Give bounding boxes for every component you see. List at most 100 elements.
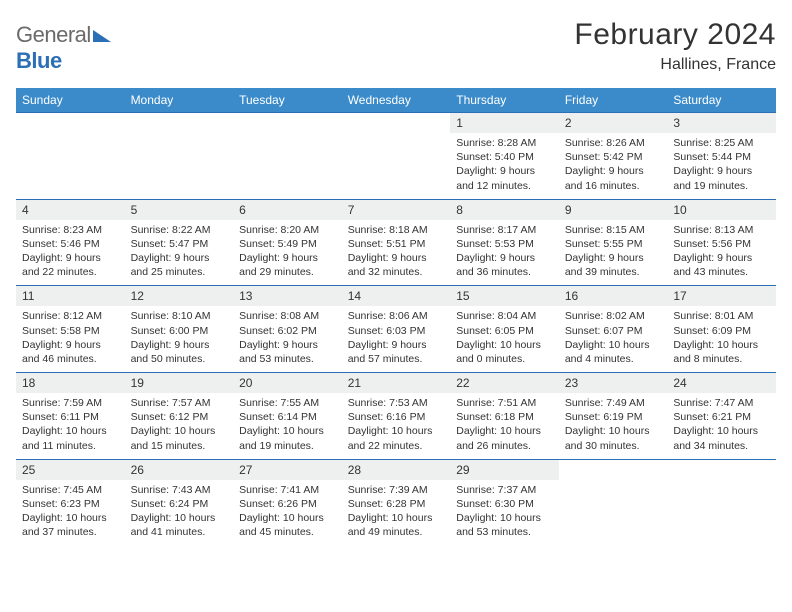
calendar-body: 123Sunrise: 8:28 AMSunset: 5:40 PMDaylig… — [16, 113, 776, 546]
sunrise-line: Sunrise: 7:57 AM — [131, 396, 228, 410]
day-number-cell: 22 — [450, 373, 559, 394]
brand-mark-icon — [93, 30, 111, 42]
day-number-row: 123 — [16, 113, 776, 134]
day-number-cell: 11 — [16, 286, 125, 307]
day-detail-cell: Sunrise: 8:13 AMSunset: 5:56 PMDaylight:… — [667, 220, 776, 286]
sunrise-line: Sunrise: 8:12 AM — [22, 309, 119, 323]
day-detail-row: Sunrise: 7:59 AMSunset: 6:11 PMDaylight:… — [16, 393, 776, 459]
day-number-cell: 1 — [450, 113, 559, 134]
day-detail-row: Sunrise: 8:12 AMSunset: 5:58 PMDaylight:… — [16, 306, 776, 372]
daylight-line: Daylight: 10 hours and 30 minutes. — [565, 424, 662, 452]
daylight-line: Daylight: 9 hours and 19 minutes. — [673, 164, 770, 192]
sunrise-line: Sunrise: 7:51 AM — [456, 396, 553, 410]
day-detail-cell: Sunrise: 7:55 AMSunset: 6:14 PMDaylight:… — [233, 393, 342, 459]
sunrise-line: Sunrise: 8:22 AM — [131, 223, 228, 237]
sunset-line: Sunset: 6:23 PM — [22, 497, 119, 511]
day-detail-cell: Sunrise: 8:10 AMSunset: 6:00 PMDaylight:… — [125, 306, 234, 372]
brand-name-b: Blue — [16, 48, 62, 73]
day-detail-cell — [16, 133, 125, 199]
day-number-cell: 15 — [450, 286, 559, 307]
day-of-week-header: Wednesday — [342, 88, 451, 113]
daylight-line: Daylight: 10 hours and 49 minutes. — [348, 511, 445, 539]
brand-name-a: General — [16, 22, 91, 47]
day-number-cell: 26 — [125, 459, 234, 480]
sunrise-line: Sunrise: 8:17 AM — [456, 223, 553, 237]
daylight-line: Daylight: 10 hours and 45 minutes. — [239, 511, 336, 539]
sunrise-line: Sunrise: 8:28 AM — [456, 136, 553, 150]
sunrise-line: Sunrise: 7:39 AM — [348, 483, 445, 497]
day-detail-cell: Sunrise: 8:06 AMSunset: 6:03 PMDaylight:… — [342, 306, 451, 372]
day-number-cell — [125, 113, 234, 134]
day-number-cell — [233, 113, 342, 134]
sunrise-line: Sunrise: 8:25 AM — [673, 136, 770, 150]
daylight-line: Daylight: 9 hours and 36 minutes. — [456, 251, 553, 279]
title-block: February 2024 Hallines, France — [574, 18, 776, 74]
sunset-line: Sunset: 6:03 PM — [348, 324, 445, 338]
daylight-line: Daylight: 9 hours and 25 minutes. — [131, 251, 228, 279]
daylight-line: Daylight: 10 hours and 15 minutes. — [131, 424, 228, 452]
sunset-line: Sunset: 5:47 PM — [131, 237, 228, 251]
daylight-line: Daylight: 9 hours and 29 minutes. — [239, 251, 336, 279]
sunrise-line: Sunrise: 7:55 AM — [239, 396, 336, 410]
day-detail-cell — [125, 133, 234, 199]
day-of-week-header: Friday — [559, 88, 668, 113]
day-of-week-header: Tuesday — [233, 88, 342, 113]
day-detail-cell: Sunrise: 7:41 AMSunset: 6:26 PMDaylight:… — [233, 480, 342, 546]
sunrise-line: Sunrise: 8:04 AM — [456, 309, 553, 323]
sunrise-line: Sunrise: 8:23 AM — [22, 223, 119, 237]
daylight-line: Daylight: 9 hours and 57 minutes. — [348, 338, 445, 366]
day-detail-cell — [559, 480, 668, 546]
calendar-head: SundayMondayTuesdayWednesdayThursdayFrid… — [16, 88, 776, 113]
day-detail-cell: Sunrise: 7:37 AMSunset: 6:30 PMDaylight:… — [450, 480, 559, 546]
day-detail-cell: Sunrise: 8:08 AMSunset: 6:02 PMDaylight:… — [233, 306, 342, 372]
day-number-cell: 16 — [559, 286, 668, 307]
day-number-cell: 6 — [233, 199, 342, 220]
daylight-line: Daylight: 9 hours and 46 minutes. — [22, 338, 119, 366]
header: General Blue February 2024 Hallines, Fra… — [16, 18, 776, 74]
daylight-line: Daylight: 9 hours and 50 minutes. — [131, 338, 228, 366]
daylight-line: Daylight: 9 hours and 43 minutes. — [673, 251, 770, 279]
sunrise-line: Sunrise: 8:01 AM — [673, 309, 770, 323]
sunset-line: Sunset: 6:05 PM — [456, 324, 553, 338]
day-number-cell: 17 — [667, 286, 776, 307]
day-number-cell — [342, 113, 451, 134]
daylight-line: Daylight: 10 hours and 19 minutes. — [239, 424, 336, 452]
day-detail-cell: Sunrise: 7:51 AMSunset: 6:18 PMDaylight:… — [450, 393, 559, 459]
day-detail-cell: Sunrise: 8:15 AMSunset: 5:55 PMDaylight:… — [559, 220, 668, 286]
daylight-line: Daylight: 9 hours and 39 minutes. — [565, 251, 662, 279]
sunset-line: Sunset: 5:44 PM — [673, 150, 770, 164]
day-detail-cell — [233, 133, 342, 199]
sunset-line: Sunset: 6:30 PM — [456, 497, 553, 511]
sunrise-line: Sunrise: 8:20 AM — [239, 223, 336, 237]
day-detail-cell: Sunrise: 8:20 AMSunset: 5:49 PMDaylight:… — [233, 220, 342, 286]
day-number-cell: 23 — [559, 373, 668, 394]
sunset-line: Sunset: 6:26 PM — [239, 497, 336, 511]
sunset-line: Sunset: 5:53 PM — [456, 237, 553, 251]
day-detail-cell: Sunrise: 8:17 AMSunset: 5:53 PMDaylight:… — [450, 220, 559, 286]
day-number-row: 11121314151617 — [16, 286, 776, 307]
day-detail-cell: Sunrise: 7:47 AMSunset: 6:21 PMDaylight:… — [667, 393, 776, 459]
daylight-line: Daylight: 10 hours and 4 minutes. — [565, 338, 662, 366]
day-of-week-header: Sunday — [16, 88, 125, 113]
sunrise-line: Sunrise: 7:41 AM — [239, 483, 336, 497]
day-detail-cell: Sunrise: 7:53 AMSunset: 6:16 PMDaylight:… — [342, 393, 451, 459]
daylight-line: Daylight: 10 hours and 34 minutes. — [673, 424, 770, 452]
day-number-cell: 13 — [233, 286, 342, 307]
day-detail-row: Sunrise: 7:45 AMSunset: 6:23 PMDaylight:… — [16, 480, 776, 546]
day-detail-row: Sunrise: 8:28 AMSunset: 5:40 PMDaylight:… — [16, 133, 776, 199]
day-number-cell: 7 — [342, 199, 451, 220]
day-number-cell: 9 — [559, 199, 668, 220]
day-number-cell: 20 — [233, 373, 342, 394]
day-number-cell: 29 — [450, 459, 559, 480]
daylight-line: Daylight: 10 hours and 11 minutes. — [22, 424, 119, 452]
day-number-cell: 25 — [16, 459, 125, 480]
sunset-line: Sunset: 6:09 PM — [673, 324, 770, 338]
daylight-line: Daylight: 10 hours and 0 minutes. — [456, 338, 553, 366]
sunset-line: Sunset: 6:19 PM — [565, 410, 662, 424]
month-title: February 2024 — [574, 18, 776, 52]
day-number-cell: 21 — [342, 373, 451, 394]
sunset-line: Sunset: 6:18 PM — [456, 410, 553, 424]
sunset-line: Sunset: 6:12 PM — [131, 410, 228, 424]
sunrise-line: Sunrise: 8:02 AM — [565, 309, 662, 323]
day-number-row: 45678910 — [16, 199, 776, 220]
